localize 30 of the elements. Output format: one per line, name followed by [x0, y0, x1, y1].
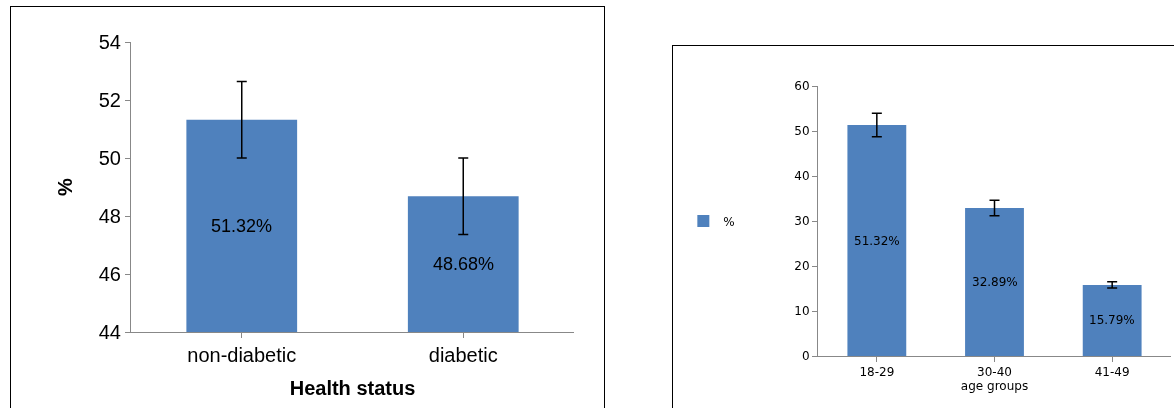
x-tick-label: non-diabetic: [187, 344, 297, 366]
bar: [1082, 284, 1142, 356]
y-tick-label: 48: [98, 205, 121, 227]
y-tick-label: 54: [98, 31, 121, 53]
x-axis-title: age groups: [960, 379, 1029, 394]
data-label: 48.68%: [433, 254, 495, 274]
y-tick-label: 44: [98, 321, 121, 343]
y-tick-label: 60: [794, 79, 810, 94]
y-tick-label: 30: [794, 214, 810, 229]
data-label: 15.79%: [1089, 313, 1135, 327]
x-tick-label: 30-40: [977, 365, 1012, 380]
data-label: 51.32%: [854, 234, 900, 248]
y-tick-label: 52: [98, 89, 121, 111]
legend-label: %: [723, 214, 735, 229]
data-label: 51.32%: [211, 216, 273, 236]
x-tick-label: 41-49: [1094, 365, 1130, 380]
y-tick-label: 50: [98, 147, 121, 169]
x-axis-title: Health status: [289, 376, 416, 399]
bar: [965, 208, 1024, 356]
y-tick-label: 46: [98, 263, 121, 285]
data-label: 32.89%: [972, 275, 1018, 289]
y-tick-label: 10: [794, 304, 810, 319]
y-axis-title: %: [54, 177, 77, 196]
y-tick-label: 0: [801, 349, 810, 364]
x-tick-label: diabetic: [428, 344, 498, 366]
y-tick-label: 40: [794, 169, 810, 184]
x-tick-label: 18-29: [859, 365, 895, 380]
bar: [847, 125, 907, 356]
y-tick-label: 20: [794, 259, 810, 274]
y-tick-label: 50: [794, 124, 810, 139]
